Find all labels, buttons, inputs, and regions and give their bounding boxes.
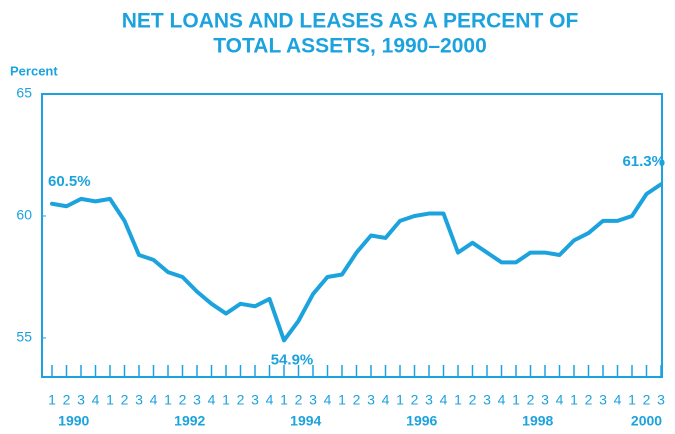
x-tick-label: 1 bbox=[338, 392, 346, 408]
x-tick-label: 1 bbox=[280, 392, 288, 408]
x-tick-label: 2 bbox=[237, 392, 245, 408]
x-tick-label: 2 bbox=[121, 392, 129, 408]
x-tick-label: 4 bbox=[266, 392, 274, 408]
year-label: 1990 bbox=[58, 413, 89, 429]
year-label: 1998 bbox=[522, 413, 553, 429]
x-tick-label: 3 bbox=[483, 392, 491, 408]
y-tick-label: 60 bbox=[16, 207, 32, 223]
x-tick-label: 1 bbox=[106, 392, 114, 408]
x-tick-label: 1 bbox=[512, 392, 520, 408]
data-label: 61.3% bbox=[622, 153, 665, 170]
x-tick-label: 2 bbox=[179, 392, 187, 408]
x-tick-label: 4 bbox=[382, 392, 390, 408]
x-tick-label: 1 bbox=[628, 392, 636, 408]
x-tick-label: 3 bbox=[193, 392, 201, 408]
x-tick-label: 4 bbox=[324, 392, 332, 408]
x-tick-label: 2 bbox=[63, 392, 71, 408]
x-tick-label: 4 bbox=[92, 392, 100, 408]
year-label: 1992 bbox=[174, 413, 205, 429]
x-tick-label: 1 bbox=[164, 392, 172, 408]
x-tick-label: 3 bbox=[541, 392, 549, 408]
line bbox=[50, 182, 663, 343]
y-tick-label: 65 bbox=[16, 85, 32, 101]
x-tick-label: 3 bbox=[657, 392, 665, 408]
x-tick-label: 4 bbox=[208, 392, 216, 408]
year-label: 2000 bbox=[631, 413, 662, 429]
x-tick-label: 3 bbox=[367, 392, 375, 408]
x-tick-label: 2 bbox=[353, 392, 361, 408]
x-tick-label: 2 bbox=[585, 392, 593, 408]
x-tick-label: 3 bbox=[77, 392, 85, 408]
x-tick-label: 4 bbox=[498, 392, 506, 408]
y-axis-label: Percent bbox=[10, 63, 58, 78]
chart-title: NET LOANS AND LEASES AS A PERCENT OF bbox=[122, 10, 579, 33]
x-tick-label: 3 bbox=[425, 392, 433, 408]
plot-frame bbox=[41, 93, 663, 378]
data-label: 54.9% bbox=[271, 351, 314, 368]
x-tick-label: 3 bbox=[135, 392, 143, 408]
year-label: 1996 bbox=[406, 413, 437, 429]
x-tick-label: 3 bbox=[309, 392, 317, 408]
y-tick-label: 55 bbox=[16, 329, 32, 345]
x-tick-label: 1 bbox=[454, 392, 462, 408]
x-tick-label: 2 bbox=[643, 392, 651, 408]
x-tick-label: 3 bbox=[599, 392, 607, 408]
data-label: 60.5% bbox=[48, 173, 91, 190]
x-tick-label: 4 bbox=[556, 392, 564, 408]
chart-title: TOTAL ASSETS, 1990–2000 bbox=[213, 35, 487, 58]
year-label: 1994 bbox=[290, 413, 321, 429]
x-tick-label: 2 bbox=[527, 392, 535, 408]
x-tick-label: 3 bbox=[251, 392, 259, 408]
x-tick-label: 1 bbox=[570, 392, 578, 408]
x-tick-label: 4 bbox=[440, 392, 448, 408]
x-tick-label: 4 bbox=[150, 392, 158, 408]
x-tick-label: 1 bbox=[222, 392, 230, 408]
x-tick-label: 2 bbox=[469, 392, 477, 408]
x-tick-label: 1 bbox=[396, 392, 404, 408]
x-tick-label: 2 bbox=[411, 392, 419, 408]
x-tick-label: 2 bbox=[295, 392, 303, 408]
x-tick-label: 4 bbox=[614, 392, 622, 408]
x-tick-label: 1 bbox=[48, 392, 56, 408]
